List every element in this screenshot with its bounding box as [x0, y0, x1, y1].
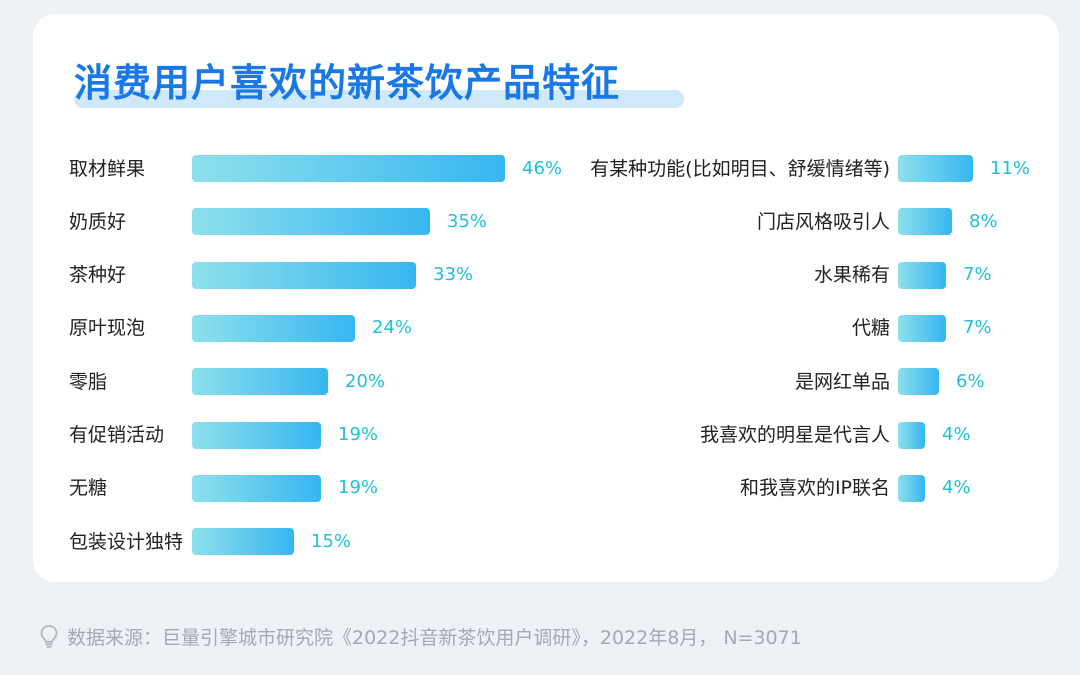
value-label: 7% — [963, 317, 992, 339]
category-label: 和我喜欢的IP联名 — [739, 477, 890, 500]
value-label: 15% — [311, 530, 352, 552]
category-label: 有促销活动 — [69, 424, 165, 446]
bar — [898, 421, 925, 449]
value-label: 4% — [942, 424, 971, 445]
bar — [192, 368, 328, 396]
value-label: 4% — [942, 477, 971, 499]
source-text: 数据来源：巨量引擎城市研究院《2022抖音新茶饮用户调研》，2022年8月， N… — [67, 626, 802, 649]
value-label: 46% — [522, 157, 563, 179]
bar — [898, 314, 946, 342]
value-label: 19% — [338, 477, 379, 499]
bar — [192, 474, 321, 502]
bar — [898, 474, 925, 502]
value-label: 8% — [969, 210, 998, 232]
bar — [192, 261, 416, 289]
bar — [898, 155, 973, 182]
value-label: 19% — [338, 424, 379, 445]
bar — [192, 208, 430, 236]
category-label: 门店风格吸引人 — [756, 210, 890, 233]
category-label: 零脂 — [69, 370, 108, 393]
category-label: 我喜欢的明星是代言人 — [699, 424, 890, 446]
bar — [192, 155, 505, 182]
category-label: 代糖 — [851, 317, 890, 340]
category-label: 原叶现泡 — [69, 317, 146, 340]
chart-title: 消费用户喜欢的新茶饮产品特征 — [74, 61, 621, 105]
value-label: 6% — [956, 370, 985, 392]
bar — [192, 528, 294, 556]
value-label: 20% — [345, 370, 386, 392]
lightbulb-icon — [40, 625, 58, 648]
value-label: 35% — [447, 210, 488, 232]
bar — [898, 261, 946, 289]
category-label: 包装设计独特 — [69, 530, 184, 553]
source-footer: 数据来源：巨量引擎城市研究院《2022抖音新茶饮用户调研》，2022年8月， N… — [38, 622, 802, 650]
category-label: 取材鲜果 — [69, 157, 146, 180]
category-label: 有某种功能(比如明目、舒缓情绪等) — [590, 157, 890, 180]
bar — [898, 368, 939, 396]
title-highlight — [74, 90, 684, 108]
value-label: 33% — [433, 264, 474, 286]
category-label: 无糖 — [69, 477, 108, 500]
bar — [898, 208, 952, 236]
category-label: 茶种好 — [69, 264, 127, 287]
value-label: 11% — [990, 157, 1031, 179]
value-label: 24% — [372, 317, 413, 339]
bar — [192, 314, 355, 342]
title-block: 消费用户喜欢的新茶饮产品特征 — [74, 52, 684, 108]
value-label: 7% — [963, 264, 992, 286]
category-label: 奶质好 — [69, 210, 127, 233]
bar — [192, 421, 321, 449]
category-label: 是网红单品 — [794, 370, 890, 393]
category-label: 水果稀有 — [813, 264, 890, 287]
